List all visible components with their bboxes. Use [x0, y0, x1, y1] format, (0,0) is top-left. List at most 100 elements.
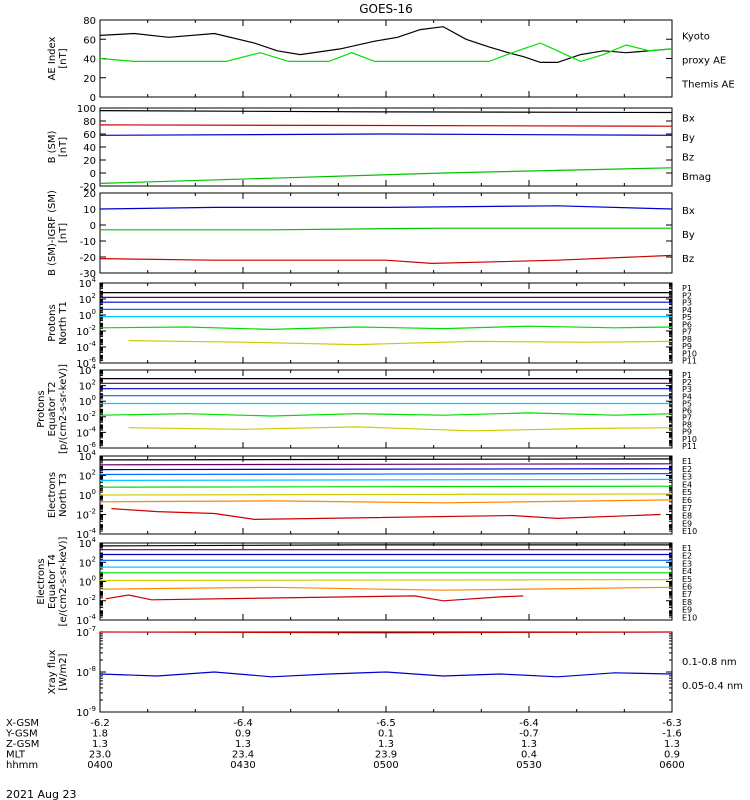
y-tick-exponent: -2 — [89, 594, 96, 602]
series-line-7 — [99, 493, 673, 496]
y-tick-label: -20 — [80, 182, 96, 193]
legend-entry: P2 — [682, 291, 692, 300]
legend-entry: P3 — [682, 385, 692, 394]
legend-entry: E6 — [682, 583, 692, 592]
y-tick-label: 102 — [79, 292, 96, 306]
legend-entry: P3 — [682, 299, 692, 308]
y-tick-label: 100 — [77, 104, 96, 115]
y-tick-label: 40 — [83, 55, 96, 66]
y-tick-label: 40 — [83, 143, 96, 154]
legend-entry: By — [682, 230, 695, 241]
y-tick-label: 100 — [79, 394, 96, 408]
y-axis-label: B (SM)-IGRF (SM) — [47, 190, 58, 276]
y-tick-exponent: -4 — [89, 340, 97, 348]
legend-entry: P4 — [682, 392, 692, 401]
series-line-9 — [105, 594, 524, 602]
legend-entry: E10 — [682, 527, 697, 536]
series-line-2 — [99, 42, 673, 63]
y-tick-label: 102 — [79, 555, 96, 569]
series-line-1 — [99, 544, 672, 547]
y-axis-label: [nT] — [58, 223, 69, 243]
panel-frame — [99, 369, 673, 449]
legend-entry: E3 — [682, 559, 692, 568]
y-tick-label: 10-2 — [76, 410, 96, 424]
legend-entry: P8 — [682, 421, 692, 430]
legend-entry: P4 — [682, 306, 692, 315]
series-line-1 — [99, 26, 673, 64]
y-tick-label: 80 — [83, 16, 96, 27]
y-tick-exponent: 4 — [92, 536, 97, 544]
orbit-value: -6.2 — [90, 718, 110, 729]
legend-entry: P1 — [682, 284, 692, 293]
date-label: 2021 Aug 23 — [6, 788, 76, 800]
y-tick-label: 10 — [83, 205, 96, 216]
y-tick-exponent: 2 — [92, 469, 96, 477]
legend-entry: E3 — [682, 473, 692, 482]
y-tick-label: 104 — [79, 449, 97, 463]
series-line-1 — [99, 205, 673, 210]
legend-entry: E6 — [682, 496, 692, 505]
legend-entry: E2 — [682, 465, 692, 474]
panel-2: -20 0 20 40 60 80 100 B (SM) [nT] Bx By Bz Bmag — [47, 104, 711, 193]
series-line-8 — [99, 586, 673, 591]
orbit-value: 1.3 — [664, 739, 680, 750]
y-tick-exponent: -9 — [89, 705, 96, 713]
y-tick-exponent: 2 — [92, 555, 96, 563]
y-tick-label: 0 — [90, 93, 96, 104]
y-tick-label: 100 — [79, 575, 96, 589]
orbit-value: -6.4 — [233, 718, 253, 729]
legend-entry: P8 — [682, 335, 692, 344]
legend-entry: P5 — [682, 313, 692, 322]
series-line-3 — [99, 468, 673, 471]
orbit-value: 23.0 — [89, 750, 111, 761]
series-line-2 — [99, 671, 673, 678]
legend-entry: E8 — [682, 512, 692, 521]
y-axis-label: [p/(cm2-s-sr-keV)] — [58, 364, 69, 454]
orbit-table: X-GSM -6.2 -6.4 -6.5 -6.4 -6.3 Y-GSM 1.8 0.9 0.1 -… — [5, 718, 685, 771]
orbit-value: 0.1 — [378, 729, 394, 740]
y-axis-label: Electrons — [36, 558, 47, 604]
orbit-value: 0530 — [516, 760, 541, 771]
y-tick-exponent: 0 — [92, 308, 96, 316]
y-tick-exponent: 4 — [92, 449, 97, 457]
y-tick-label: 80 — [83, 117, 96, 128]
y-tick-label: -30 — [80, 269, 96, 280]
orbit-value: -1.6 — [662, 729, 682, 740]
legend-entry: P7 — [682, 328, 692, 337]
orbit-value: -0.7 — [519, 729, 539, 740]
orbit-value: 1.3 — [92, 739, 108, 750]
panel-frame — [99, 192, 673, 274]
legend-entry: P5 — [682, 399, 692, 408]
y-tick-exponent: -2 — [89, 324, 96, 332]
y-tick-label: -10 — [80, 237, 96, 248]
legend-entry: P11 — [682, 442, 697, 451]
legend-entry: Kyoto — [682, 31, 710, 42]
series-line-1 — [99, 631, 673, 634]
orbit-value: 1.3 — [235, 739, 251, 750]
legend-entry: P1 — [682, 371, 692, 380]
legend-entry: P10 — [682, 435, 697, 444]
panel-frame — [99, 282, 673, 364]
series-line-9 — [111, 508, 661, 521]
legend-entry: E1 — [682, 457, 692, 466]
legend-entry: Themis AE — [681, 79, 735, 90]
series-line-4 — [99, 473, 673, 476]
y-tick-exponent: 2 — [92, 379, 96, 387]
y-tick-exponent: 0 — [92, 488, 96, 496]
y-axis-label: North T1 — [58, 301, 69, 345]
orbit-value: 1.3 — [378, 739, 394, 750]
orbit-value: -6.4 — [519, 718, 539, 729]
legend-entry: P10 — [682, 350, 697, 359]
y-tick-label: 20 — [83, 74, 96, 85]
y-tick-exponent: 4 — [92, 276, 97, 284]
series-line-2 — [100, 227, 672, 231]
y-axis-label: Electrons — [47, 472, 58, 518]
y-tick-exponent: -4 — [89, 613, 97, 621]
y-tick-label: 10-8 — [76, 665, 96, 679]
y-axis-label: B (SM) — [47, 130, 58, 163]
y-tick-exponent: 4 — [92, 363, 97, 371]
